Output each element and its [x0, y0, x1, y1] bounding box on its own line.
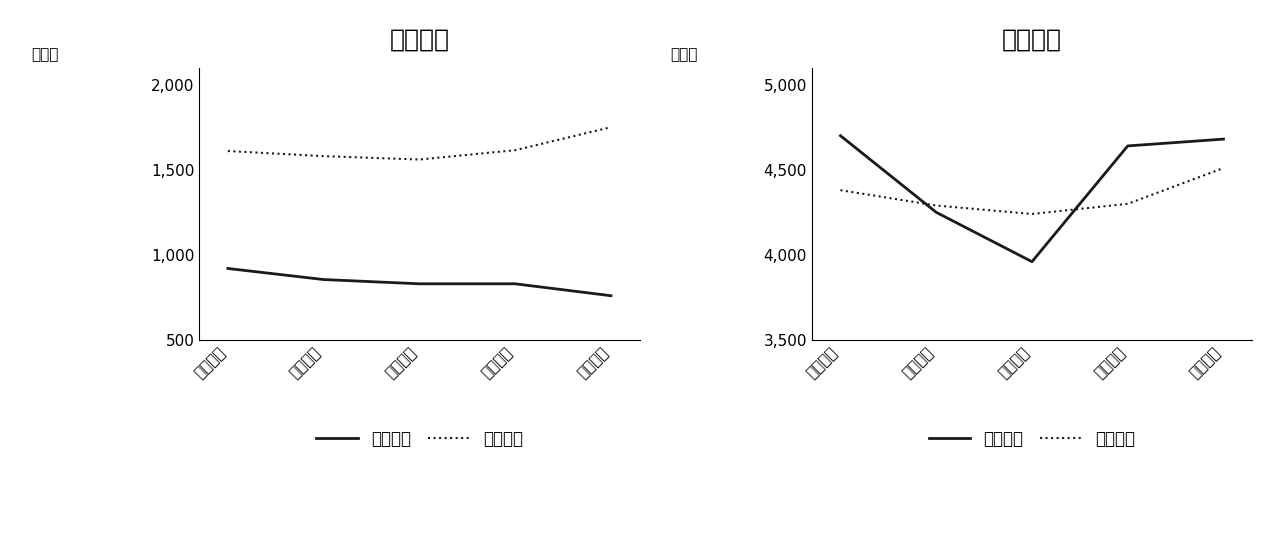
Text: （人）: （人） — [32, 47, 59, 62]
Legend: 出生児数, 死亡者数: 出生児数, 死亡者数 — [310, 423, 530, 454]
Legend: 転入者数, 転出者数: 転入者数, 転出者数 — [922, 423, 1142, 454]
Title: 社会動態: 社会動態 — [1002, 28, 1062, 52]
Text: （人）: （人） — [671, 47, 698, 62]
Title: 自然動態: 自然動態 — [389, 28, 449, 52]
